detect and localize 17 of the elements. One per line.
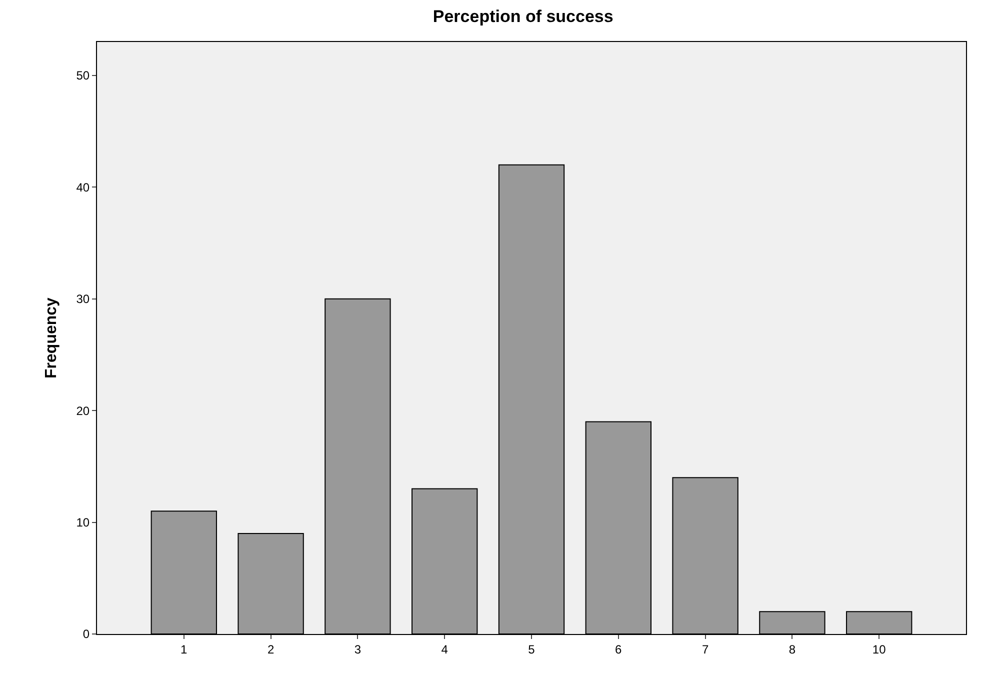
x-tick-label: 7: [702, 642, 709, 656]
y-tick-label: 0: [82, 627, 90, 642]
y-tick-label: 50: [76, 68, 90, 83]
y-axis-title: Frequency: [43, 297, 60, 378]
y-tick-label: 40: [76, 180, 90, 194]
chart-title: Perception of success: [432, 7, 614, 26]
x-tick-label: 8: [788, 642, 796, 656]
x-tick-label: 6: [615, 642, 622, 656]
x-tick-label: 3: [354, 642, 362, 656]
y-tick-label: 20: [76, 404, 90, 418]
x-tick-label: 5: [528, 642, 536, 656]
y-tick-label: 30: [76, 292, 90, 306]
x-tick-label: 1: [180, 642, 188, 656]
x-tick-label: 2: [267, 642, 274, 656]
x-tick-label: 10: [872, 642, 886, 656]
x-tick-label: 4: [441, 642, 448, 656]
y-tick-label: 10: [76, 516, 90, 530]
